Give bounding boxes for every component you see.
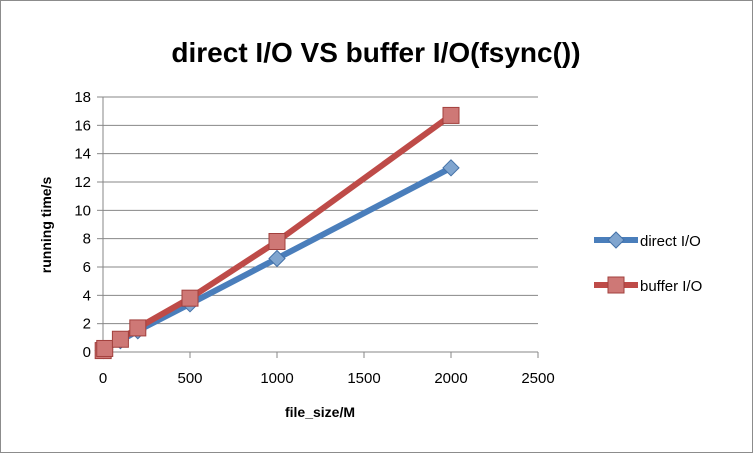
legend-label: buffer I/O bbox=[640, 278, 702, 295]
data-point bbox=[181, 289, 199, 307]
y-tick-label: 14 bbox=[74, 146, 91, 163]
y-tick-label: 12 bbox=[74, 174, 91, 191]
data-point bbox=[96, 339, 114, 357]
data-point bbox=[268, 233, 286, 250]
x-axis-title: file_size/M bbox=[285, 404, 355, 420]
data-point bbox=[111, 330, 129, 348]
x-tick-label: 1500 bbox=[347, 370, 380, 387]
x-tick-label: 0 bbox=[99, 370, 107, 387]
x-tick-label: 500 bbox=[177, 370, 202, 387]
y-tick-label: 6 bbox=[83, 259, 91, 276]
y-tick-label: 4 bbox=[83, 287, 91, 304]
y-tick-label: 0 bbox=[83, 344, 91, 361]
data-point bbox=[442, 106, 460, 124]
legend-marker bbox=[607, 276, 625, 294]
legend-item: direct I/O bbox=[594, 231, 701, 250]
chart-title: direct I/O VS buffer I/O(fsync()) bbox=[171, 37, 580, 68]
y-tick-label: 16 bbox=[74, 117, 91, 134]
data-point bbox=[129, 319, 147, 337]
y-tick-labels: 0 2 4 6 8 10 12 14 16 18 bbox=[74, 89, 91, 361]
x-tick-labels: 0 500 1000 1500 2000 2500 bbox=[99, 370, 555, 387]
legend-label: direct I/O bbox=[640, 233, 701, 250]
data-point bbox=[268, 249, 286, 268]
x-tick-label: 1000 bbox=[260, 370, 293, 387]
y-axis-title: running time/s bbox=[38, 177, 54, 274]
legend-item: buffer I/O bbox=[594, 276, 702, 295]
series-1 bbox=[94, 106, 460, 360]
legend: direct I/O buffer I/O bbox=[594, 231, 702, 295]
legend-marker bbox=[607, 231, 625, 249]
data-point bbox=[442, 159, 460, 177]
series-layer bbox=[94, 106, 460, 360]
y-tick-label: 18 bbox=[74, 89, 91, 106]
x-tick-label: 2500 bbox=[521, 370, 554, 387]
series-0 bbox=[94, 159, 460, 360]
gridlines bbox=[103, 96, 538, 325]
y-tick-label: 8 bbox=[83, 231, 91, 248]
x-tick-label: 2000 bbox=[434, 370, 467, 387]
y-tick-label: 2 bbox=[83, 316, 91, 333]
y-tick-label: 10 bbox=[74, 202, 91, 219]
